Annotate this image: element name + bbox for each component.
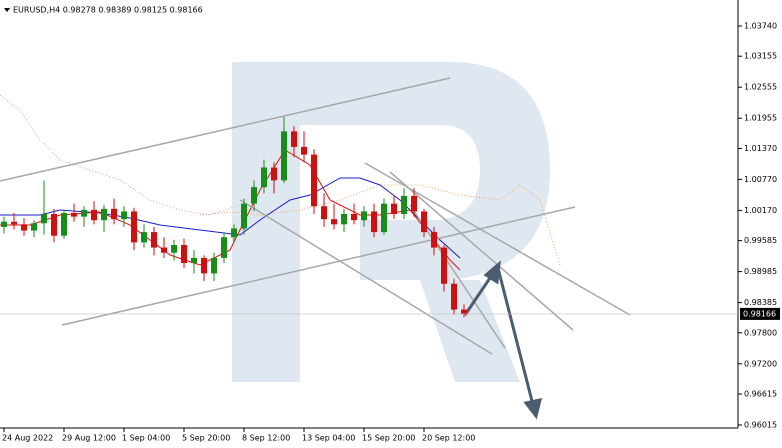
candle-body bbox=[441, 247, 447, 284]
y-tick-label: 1.03740 bbox=[744, 21, 777, 30]
candle-body bbox=[381, 203, 387, 233]
candle-body bbox=[21, 224, 27, 231]
y-tick-label: 0.97800 bbox=[744, 328, 777, 337]
x-tick-label: 24 Aug 2022 bbox=[2, 434, 53, 443]
candle-body bbox=[361, 211, 367, 221]
candle-body bbox=[281, 131, 287, 181]
candle-body bbox=[411, 195, 417, 212]
candle-body bbox=[371, 211, 377, 233]
candle-body bbox=[221, 237, 227, 258]
candle-body bbox=[121, 211, 127, 220]
candle-body bbox=[391, 203, 397, 214]
x-tick-label: 8 Sep 12:00 bbox=[242, 434, 290, 443]
candle-body bbox=[101, 208, 107, 221]
candle-body bbox=[201, 257, 207, 274]
candle-body bbox=[161, 247, 167, 253]
y-tick-label: 0.96615 bbox=[744, 390, 777, 399]
candle-body bbox=[331, 219, 337, 225]
forecast-arrows bbox=[463, 260, 543, 420]
y-tick-label: 1.00170 bbox=[744, 206, 777, 215]
last-price-label: 0.98166 bbox=[743, 309, 776, 318]
candle-body bbox=[181, 244, 187, 264]
candle-body bbox=[11, 221, 17, 225]
candle-body bbox=[291, 131, 297, 147]
candle-body bbox=[71, 212, 77, 217]
y-tick-label: 0.98385 bbox=[744, 298, 777, 307]
candle-body bbox=[151, 232, 157, 248]
y-tick-label: 1.00770 bbox=[744, 175, 777, 184]
candle-body bbox=[261, 167, 267, 188]
x-tick-label: 1 Sep 04:00 bbox=[122, 434, 170, 443]
y-tick-label: 0.97200 bbox=[744, 359, 777, 368]
y-tick-label: 1.03155 bbox=[744, 52, 777, 61]
candle-body bbox=[321, 206, 327, 220]
candle-body bbox=[341, 214, 347, 225]
candle-body bbox=[351, 214, 357, 221]
x-tick-label: 13 Sep 04:00 bbox=[302, 434, 355, 443]
candle-body bbox=[131, 211, 137, 243]
candle-body bbox=[311, 154, 317, 207]
candle-body bbox=[231, 228, 237, 238]
y-tick-label: 1.01370 bbox=[744, 144, 777, 153]
y-tick-label: 0.96015 bbox=[744, 421, 777, 430]
candle-body bbox=[251, 187, 257, 204]
x-tick-label: 15 Sep 20:00 bbox=[362, 434, 415, 443]
x-tick-label: 5 Sep 20:00 bbox=[182, 434, 230, 443]
ichimoku-cloud bbox=[0, 94, 561, 266]
candle-body bbox=[421, 211, 427, 233]
header-icon bbox=[4, 8, 10, 12]
candle-body bbox=[401, 195, 407, 214]
x-tick-label: 20 Sep 12:00 bbox=[422, 434, 475, 443]
candle-body bbox=[171, 244, 177, 253]
y-tick-label: 0.99585 bbox=[744, 236, 777, 245]
x-tick-label: 29 Aug 12:00 bbox=[62, 434, 116, 443]
candle-body bbox=[461, 309, 467, 314]
y-tick-label: 1.02555 bbox=[744, 83, 777, 92]
candle-body bbox=[451, 283, 457, 310]
candle-body bbox=[431, 232, 437, 248]
trend-lines bbox=[0, 77, 631, 355]
y-tick-label: 0.98985 bbox=[744, 267, 777, 276]
last-price-box bbox=[740, 307, 780, 320]
candle-body bbox=[211, 257, 217, 274]
candle-body bbox=[191, 257, 197, 264]
candle-body bbox=[41, 214, 47, 224]
candle-body bbox=[271, 167, 277, 181]
candle-body bbox=[61, 212, 67, 236]
candle-body bbox=[301, 146, 307, 155]
watermark bbox=[232, 62, 550, 382]
candle-body bbox=[31, 223, 37, 231]
candle-body bbox=[111, 208, 117, 220]
candle-body bbox=[81, 209, 87, 217]
candle-body bbox=[141, 232, 147, 243]
candle-body bbox=[1, 221, 7, 227]
candle-body bbox=[241, 203, 247, 229]
candle-body bbox=[51, 214, 57, 236]
candle-body bbox=[91, 209, 97, 221]
chart-title: EURUSD,H4 0.98278 0.98389 0.98125 0.9816… bbox=[13, 6, 203, 15]
y-tick-label: 1.01955 bbox=[744, 114, 777, 123]
